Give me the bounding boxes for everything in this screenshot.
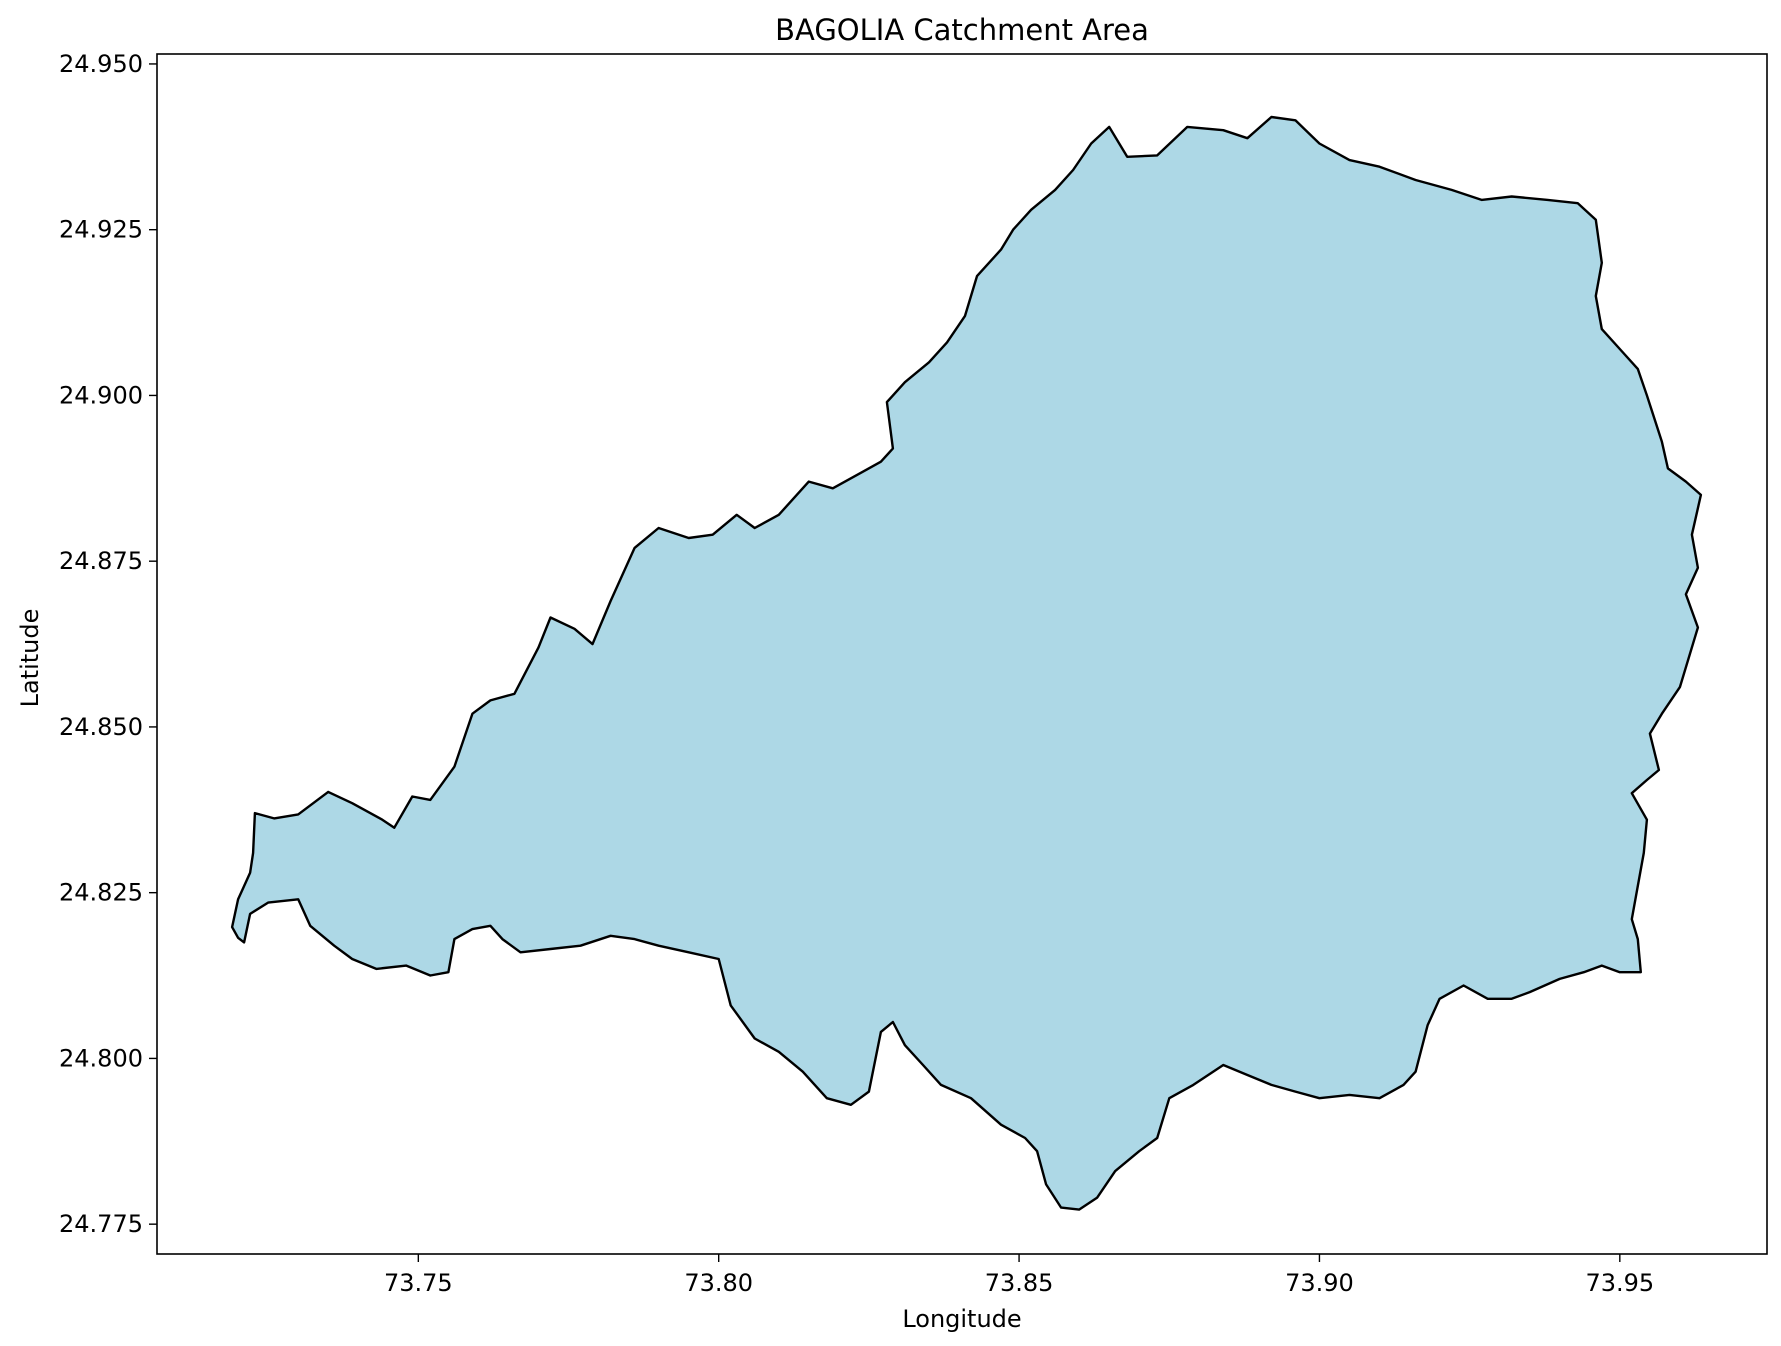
x-axis-title: Longitude	[902, 1305, 1021, 1333]
y-tick-label: 24.850	[59, 713, 143, 741]
plot-frame	[156, 53, 1768, 1255]
y-tick-label: 24.950	[59, 50, 143, 78]
y-tick-label: 24.775	[59, 1210, 143, 1238]
catchment-boundary-polygon	[230, 115, 1703, 1211]
chart-title: BAGOLIA Catchment Area	[775, 13, 1149, 47]
catchment-layer	[230, 115, 1703, 1211]
y-tick-label: 24.800	[59, 1044, 143, 1072]
x-tick-label: 73.85	[985, 1269, 1054, 1297]
y-axis: 24.775 24.800 24.825 24.850 24.875 24.900 24.9…	[59, 50, 157, 1238]
y-axis-title: Latitude	[16, 609, 44, 708]
x-tick-label: 73.95	[1585, 1269, 1654, 1297]
x-tick-label: 73.80	[684, 1269, 753, 1297]
y-tick-label: 24.875	[59, 547, 143, 575]
y-tick-label: 24.900	[59, 381, 143, 409]
y-tick-label: 24.825	[59, 879, 143, 907]
x-tick-label: 73.75	[384, 1269, 453, 1297]
y-tick-label: 24.925	[59, 216, 143, 244]
x-tick-label: 73.90	[1285, 1269, 1354, 1297]
x-axis: 73.75 73.80 73.85 73.90 73.95	[384, 1254, 1654, 1297]
